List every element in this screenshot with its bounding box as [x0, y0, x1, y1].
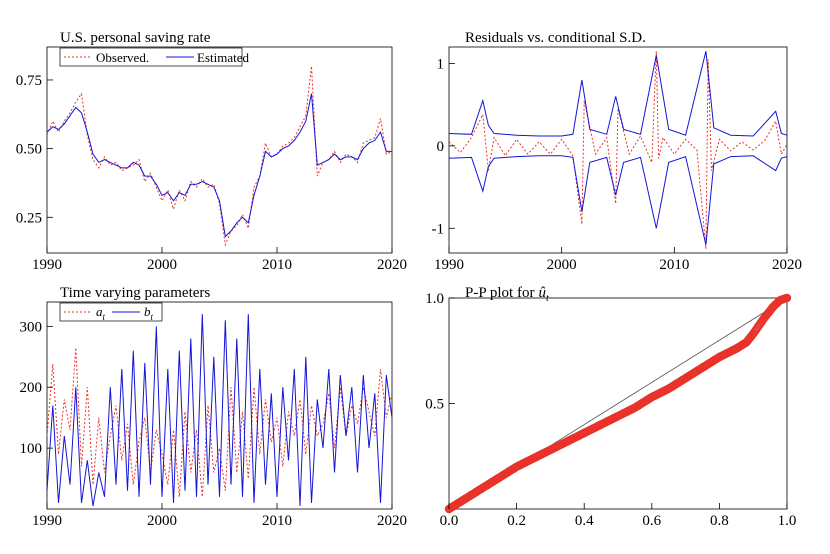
saving-legend-box — [59, 47, 243, 67]
residuals-y-axis: -1 0 1 — [432, 56, 455, 237]
legend-label-a: at — [96, 304, 106, 322]
params-panel: Time varying parameters 1990 2000 2010 2020… — [20, 285, 408, 529]
residuals-x-axis: 1990 2000 2010 2020 — [434, 247, 802, 273]
residuals-panel: Residuals vs. conditional S.D. 1990 2000 2… — [432, 30, 803, 273]
x-tick-label: 2020 — [377, 513, 407, 529]
x-tick-label: 0.6 — [642, 513, 661, 529]
saving-y-axis: 0.25 0.50 0.75 — [16, 73, 53, 226]
y-tick-label: 300 — [20, 319, 43, 335]
saving-plot-frame — [46, 46, 393, 254]
x-tick-label: 1.0 — [778, 513, 797, 529]
saving-rate-panel: U.S. personal saving rate 1990 2000 2010 20… — [16, 30, 407, 273]
x-tick-label: 0.4 — [575, 513, 594, 529]
y-tick-label: 200 — [20, 380, 43, 396]
y-tick-label: 1 — [437, 56, 445, 72]
x-tick-label: 2020 — [772, 257, 802, 273]
y-tick-label: 1.0 — [425, 291, 444, 307]
x-tick-label: 2000 — [147, 257, 177, 273]
x-tick-label: 2000 — [547, 257, 577, 273]
saving-series-lines — [46, 66, 393, 247]
saving-x-axis: 1990 2000 2010 2020 — [32, 247, 407, 273]
params-legend-box — [59, 302, 163, 322]
residuals-series-line-0 — [448, 51, 788, 249]
residuals-series-line-2 — [448, 155, 788, 245]
legend-label-b: bt — [144, 304, 154, 322]
saving-series-line-0 — [46, 66, 393, 247]
x-tick-label: 2010 — [262, 257, 292, 273]
x-tick-label: 0.2 — [507, 513, 526, 529]
pp-point — [782, 293, 792, 303]
pp-plot-panel: P-P plot for ût 0.0 0.2 0.4 0.6 0.8 1.0 0.5 1.0 — [425, 285, 796, 529]
params-panel-title: Time varying parameters — [60, 285, 210, 301]
pp-panel-title: P-P plot for ût — [465, 285, 549, 304]
x-tick-label: 1990 — [32, 513, 62, 529]
legend-label-estimated: Estimated — [197, 50, 249, 65]
params-legend: at bt — [59, 302, 163, 322]
params-plot-frame — [46, 301, 393, 510]
params-x-axis: 1990 2000 2010 2020 — [32, 503, 407, 529]
legend-label-observed: Observed. — [96, 50, 149, 65]
params-series-lines — [46, 314, 393, 507]
saving-legend: Observed. Estimated — [59, 47, 249, 67]
residuals-series-lines — [448, 50, 788, 249]
x-tick-label: 2020 — [377, 257, 407, 273]
params-y-axis: 100 200 300 — [20, 319, 53, 457]
y-tick-label: -1 — [432, 221, 445, 237]
pp-x-axis: 0.0 0.2 0.4 0.6 0.8 1.0 — [440, 503, 797, 529]
residuals-panel-title: Residuals vs. conditional S.D. — [465, 30, 646, 46]
x-tick-label: 0.0 — [440, 513, 459, 529]
residuals-series-line-1 — [448, 50, 788, 137]
x-tick-label: 1990 — [32, 257, 62, 273]
y-tick-label: 0 — [437, 139, 445, 155]
params-series-line-0 — [46, 347, 393, 497]
pp-reference-and-points — [444, 293, 792, 514]
pp-y-axis: 0.5 1.0 — [425, 291, 455, 413]
x-tick-label: 2010 — [659, 257, 689, 273]
x-tick-label: 2010 — [262, 513, 292, 529]
x-tick-label: 1990 — [434, 257, 464, 273]
y-tick-label: 0.75 — [16, 73, 42, 89]
residuals-plot-frame — [448, 46, 788, 254]
saving-series-line-1 — [46, 93, 392, 238]
y-tick-label: 100 — [20, 441, 43, 457]
x-tick-label: 2000 — [147, 513, 177, 529]
y-tick-label: 0.25 — [16, 210, 42, 226]
saving-panel-title: U.S. personal saving rate — [60, 30, 211, 46]
y-tick-label: 0.5 — [425, 397, 444, 413]
y-tick-label: 0.50 — [16, 142, 42, 158]
params-series-line-1 — [46, 314, 393, 507]
x-tick-label: 0.8 — [710, 513, 729, 529]
